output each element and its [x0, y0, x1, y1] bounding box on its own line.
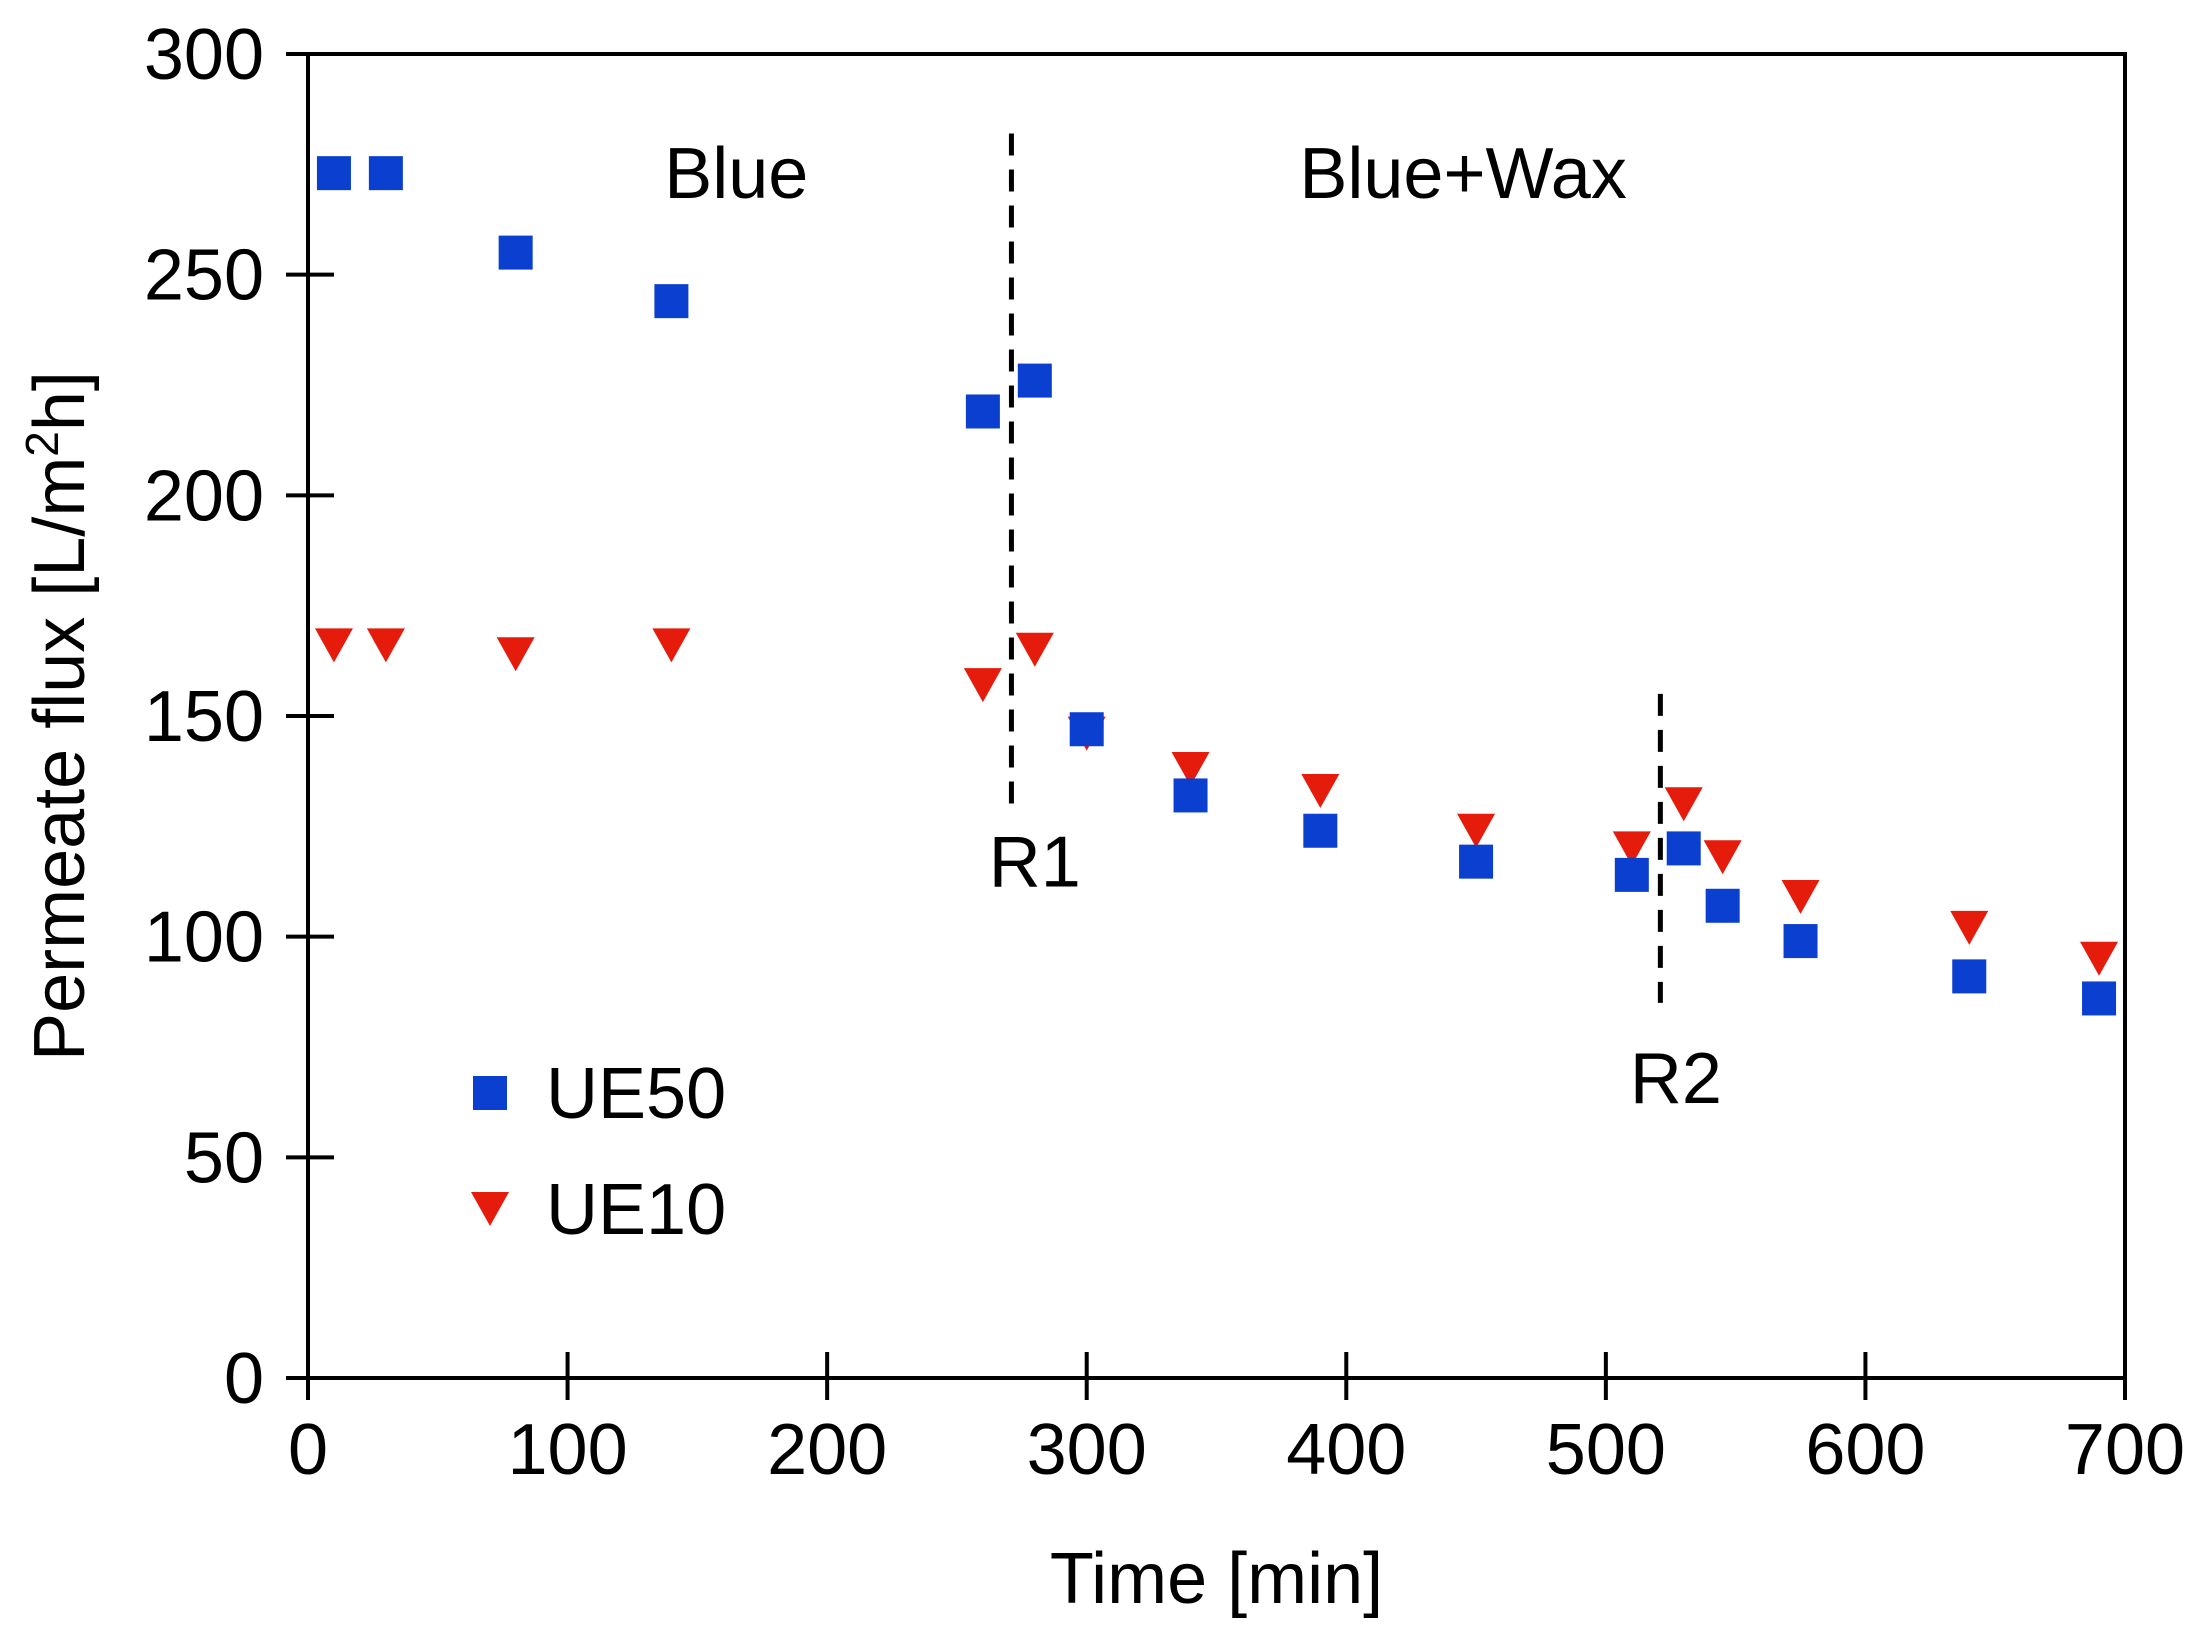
data-point-ue50: [1666, 831, 1701, 866]
data-point-ue10: [1457, 813, 1496, 848]
annotation-r2: R2: [1630, 1039, 1722, 1119]
series-ue50: [316, 156, 2117, 1016]
annotation-blue-wax: Blue+Wax: [1299, 134, 1626, 214]
axes-layer: 0 100 200 300 400 500 600 700 0 50 100 150 200 250 300: [144, 15, 2185, 1490]
y-tick-label: 100: [144, 898, 264, 978]
data-point-ue10: [496, 637, 535, 672]
data-point-ue50: [2082, 981, 2117, 1016]
data-point-ue10: [1171, 751, 1210, 786]
data-point-ue10: [1703, 840, 1742, 875]
data-point-ue10: [1015, 632, 1054, 667]
y-tick-label: 200: [144, 456, 264, 536]
text-layer: Time [min] Permeate flux [L/m2h] Blue Blue+…: [16, 134, 1722, 1619]
data-marks-layer: [314, 156, 2119, 1016]
x-tick-label: 0: [288, 1410, 328, 1490]
y-tick-label: 300: [144, 15, 264, 95]
data-point-ue50: [498, 235, 533, 270]
annotation-r1: R1: [989, 823, 1081, 903]
legend-label-ue10: UE10: [546, 1170, 726, 1250]
series-ue10: [314, 628, 2119, 976]
data-point-ue50: [1459, 844, 1494, 879]
x-tick-label: 700: [2065, 1410, 2185, 1490]
data-point-ue10: [366, 628, 405, 663]
data-point-ue50: [1017, 363, 1052, 398]
data-point-ue50: [654, 284, 689, 319]
data-point-ue50: [1614, 857, 1649, 892]
data-point-ue10: [314, 628, 353, 663]
x-tick-label: 600: [1805, 1410, 1925, 1490]
data-point-ue50: [1705, 888, 1740, 923]
data-point-ue10: [1950, 910, 1989, 945]
data-point-ue50: [316, 156, 351, 191]
data-point-ue50: [1303, 813, 1338, 848]
legend: UE50 UE10: [471, 1054, 726, 1250]
x-tick-label: 200: [767, 1410, 887, 1490]
legend-marker-ue10: [471, 1192, 509, 1226]
x-tick-label: 400: [1286, 1410, 1406, 1490]
y-axis-title-end: h]: [20, 371, 100, 431]
x-tick-label: 100: [508, 1410, 628, 1490]
y-axis-title: Permeate flux [L/m2h]: [16, 371, 100, 1061]
x-tick-label: 500: [1546, 1410, 1666, 1490]
y-axis-title-main: Permeate flux [L/m: [20, 457, 100, 1061]
y-axis-title-superscript: 2: [16, 431, 68, 457]
data-point-ue10: [1612, 831, 1651, 866]
data-point-ue10: [2080, 941, 2119, 976]
data-point-ue50: [1173, 778, 1208, 813]
x-tick-label: 300: [1027, 1410, 1147, 1490]
annotation-blue: Blue: [664, 134, 808, 214]
data-point-ue10: [652, 628, 691, 663]
data-point-ue10: [1664, 787, 1703, 822]
legend-label-ue50: UE50: [546, 1054, 726, 1134]
data-point-ue50: [1783, 924, 1818, 959]
y-tick-label: 50: [184, 1118, 264, 1198]
data-point-ue10: [1301, 774, 1340, 809]
data-point-ue50: [1952, 959, 1987, 994]
data-point-ue10: [963, 668, 1002, 703]
legend-marker-ue50: [473, 1076, 507, 1110]
data-point-ue50: [368, 156, 403, 191]
data-point-ue50: [1069, 712, 1104, 747]
x-axis-title: Time [min]: [1050, 1539, 1383, 1619]
data-point-ue50: [965, 394, 1000, 429]
y-tick-label: 250: [144, 236, 264, 316]
data-point-ue10: [1781, 879, 1820, 914]
y-tick-label: 0: [224, 1339, 264, 1419]
reference-lines-layer: [1008, 133, 1663, 1003]
y-tick-label: 150: [144, 677, 264, 757]
